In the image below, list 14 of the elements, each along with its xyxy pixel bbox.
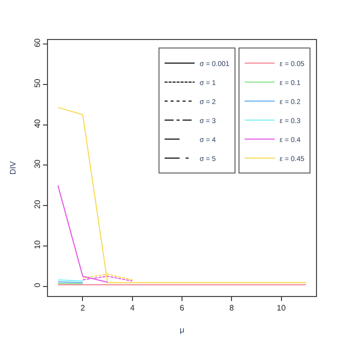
x-axis-title: μ	[180, 326, 185, 335]
y-tick-label: 30	[32, 158, 42, 168]
y-tick-label: 0	[32, 282, 42, 288]
y-tick-label: 40	[32, 118, 42, 128]
x-tick-label: 8	[229, 304, 234, 313]
y-tick-label: 20	[32, 199, 42, 209]
y-axis-title: DIV	[8, 160, 18, 175]
y-tick-label: 10	[32, 240, 42, 250]
x-tick-label: 6	[180, 304, 185, 313]
y-tick-label: 50	[32, 78, 42, 88]
x-tick-label: 2	[80, 304, 86, 313]
x-tick-label: 10	[276, 304, 286, 313]
x-tick-label: 4	[130, 304, 136, 313]
y-tick-label: 60	[32, 38, 42, 48]
